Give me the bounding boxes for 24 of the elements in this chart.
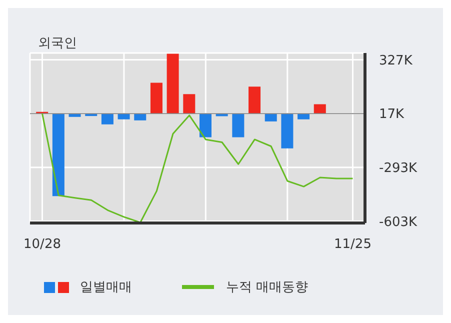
y-tick-label: -603K [379, 214, 418, 230]
chart-title: 외국인 [38, 35, 77, 52]
bar [232, 114, 244, 138]
bar [314, 104, 326, 114]
bar [134, 114, 146, 120]
bar [52, 114, 64, 196]
legend-label: 누적 매매동향 [226, 279, 308, 296]
bar [150, 82, 162, 114]
bar [200, 114, 212, 138]
line-series [42, 112, 354, 223]
bar [118, 114, 130, 120]
legend-label: 일별매매 [80, 279, 132, 296]
bar [264, 114, 277, 122]
y-tick-label: 327K [379, 53, 413, 68]
bar [281, 114, 294, 148]
bar [298, 114, 310, 120]
bar [166, 54, 179, 114]
x-tick-label: 10/28 [24, 237, 61, 252]
x-tick-label: 11/25 [334, 237, 372, 252]
y-tick-label: 17K [379, 107, 405, 122]
bar [101, 114, 114, 124]
y-tick-label: -293K [379, 161, 418, 176]
bar [248, 86, 261, 114]
bar [183, 94, 196, 114]
